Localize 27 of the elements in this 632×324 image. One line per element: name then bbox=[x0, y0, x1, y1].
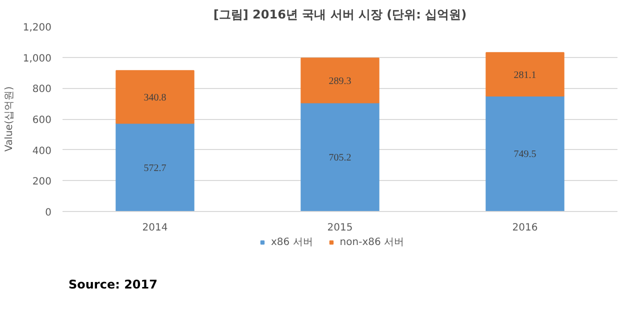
y-tick-label: 200 bbox=[32, 176, 52, 188]
data-label: 289.3 bbox=[328, 76, 352, 87]
legend-label: non-x86 서버 bbox=[340, 236, 404, 249]
y-tick-label: 0 bbox=[45, 208, 52, 218]
bar bbox=[116, 70, 194, 124]
x-tick-label: 2014 bbox=[142, 222, 168, 234]
chart-title: [그림] 2016년 국내 서버 시장 (단위: 십억원) bbox=[213, 8, 467, 22]
data-label: 340.8 bbox=[144, 92, 166, 104]
y-axis-title: Value(십억원) bbox=[4, 86, 15, 152]
x-tick-label: 2015 bbox=[327, 222, 353, 234]
bar bbox=[300, 102, 380, 212]
legend-label: x86 서버 bbox=[270, 236, 313, 249]
data-label: 705.2 bbox=[328, 152, 352, 164]
data-label: 572.7 bbox=[144, 162, 166, 174]
source-note: Source: 2017 bbox=[68, 278, 158, 292]
bar bbox=[486, 95, 564, 212]
x-tick-label: 2016 bbox=[512, 222, 538, 234]
y-tick-label: 400 bbox=[32, 146, 52, 157]
bar bbox=[486, 52, 564, 96]
y-tick-label: 1,000 bbox=[22, 53, 52, 64]
y-tick-label: 600 bbox=[32, 115, 52, 126]
y-tick-label: 1,200 bbox=[22, 22, 52, 34]
bar bbox=[300, 58, 380, 104]
bar bbox=[116, 122, 194, 212]
data-label: 749.5 bbox=[514, 149, 536, 160]
data-label: 281.1 bbox=[514, 70, 536, 81]
y-tick-label: 800 bbox=[32, 84, 52, 96]
